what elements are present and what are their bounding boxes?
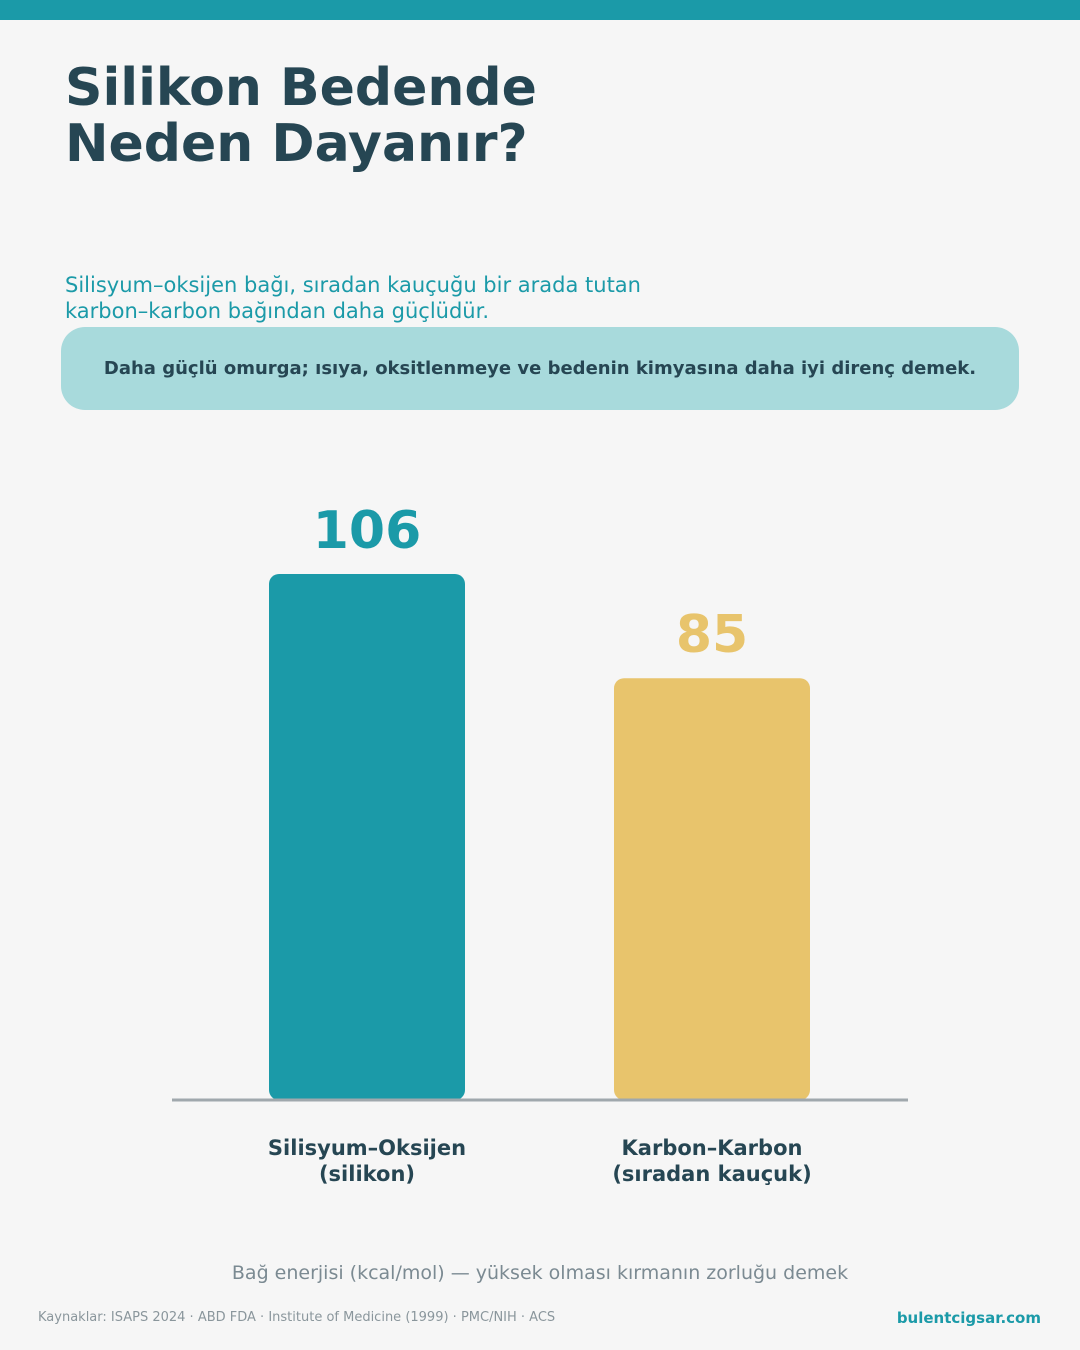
bar [269,574,465,1100]
title: Silikon Bedende Neden Dayanır? [65,58,537,174]
value-label: 85 [676,605,748,665]
value-label: 106 [313,501,422,561]
x-tick-label: Karbon–Karbon (sıradan kauçuk) [612,1136,812,1186]
top-bar [0,0,1080,20]
website: bulentcigsar.com [896,1309,1041,1327]
callout: Daha güçlü omurga; ısıya, oksitlenmeye v… [61,327,1019,410]
x-tick-label: Silisyum–Oksijen (silikon) [267,1136,467,1186]
axis-label: Bağ enerjisi (kcal/mol) — yüksek olması … [231,1262,849,1284]
subtitle: Silisyum–oksijen bağı, sıradan kauçuğu b… [65,273,641,323]
bar [614,678,810,1100]
callout-text: Daha güçlü omurga; ısıya, oksitlenmeye v… [103,358,977,379]
sources: Kaynaklar: ISAPS 2024 · ABD FDA · Instit… [38,1310,556,1325]
